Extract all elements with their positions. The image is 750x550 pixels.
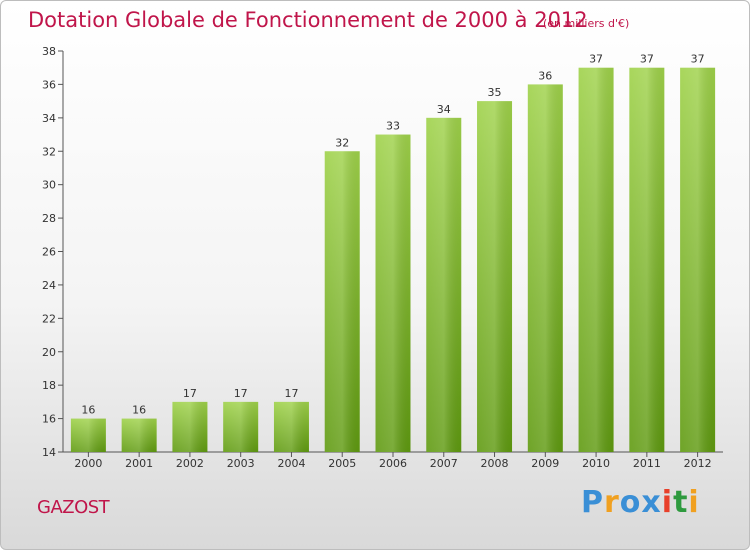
y-tick-label: 30	[42, 179, 56, 192]
bar-value-label: 17	[234, 387, 248, 400]
logo-letter: t	[673, 485, 689, 520]
y-tick-label: 36	[42, 78, 56, 91]
bar-shine	[375, 134, 411, 452]
bar-value-label: 16	[81, 404, 95, 417]
y-tick-label: 32	[42, 145, 56, 158]
chart-subtitle: (en milliers d'€)	[543, 17, 630, 30]
y-tick-label: 28	[42, 212, 56, 225]
bar-value-label: 36	[538, 69, 552, 82]
y-tick-label: 24	[42, 279, 56, 292]
bar-shine	[527, 84, 563, 453]
chart-title: Dotation Globale de Fonctionnement de 20…	[28, 8, 588, 32]
bar-shine	[477, 101, 513, 452]
bar-value-label: 33	[386, 120, 400, 133]
bar-value-label: 37	[640, 53, 654, 66]
bar-shine	[324, 151, 360, 452]
bar-shine	[121, 418, 157, 452]
bars-layer: 16 16 17 17 17 32 33 34 35 36 37 37 37	[70, 53, 716, 453]
bar-shine	[70, 418, 106, 452]
commune-name: GAZOST	[37, 497, 110, 518]
logo-letter: i	[661, 485, 674, 520]
bar-value-label: 37	[589, 53, 603, 66]
y-tick-label: 14	[42, 446, 56, 459]
logo-letter: o	[619, 485, 642, 520]
axis-layer: 14 16 18 20 22 24 26 28 30 32 34 36 38 2000 2001 2002 20…	[42, 45, 723, 470]
x-tick-label: 2008	[481, 457, 509, 470]
bar-value-label: 37	[691, 53, 705, 66]
logo-letter: P	[581, 485, 604, 520]
x-tick-label: 2009	[531, 457, 559, 470]
bar-value-label: 17	[183, 387, 197, 400]
y-tick-label: 22	[42, 312, 56, 325]
y-tick-label: 26	[42, 246, 56, 259]
x-tick-label: 2000	[74, 457, 102, 470]
bar-value-label: 32	[335, 136, 349, 149]
x-tick-label: 2007	[430, 457, 458, 470]
x-tick-label: 2004	[277, 457, 305, 470]
bar-value-label: 34	[437, 103, 451, 116]
logo-letter: r	[604, 485, 620, 520]
y-tick-label: 18	[42, 379, 56, 392]
bar-shine	[273, 401, 309, 452]
bar-shine	[629, 67, 665, 452]
proxiti-logo: Proxiti	[581, 485, 700, 520]
bar-value-label: 35	[488, 86, 502, 99]
x-tick-label: 2010	[582, 457, 610, 470]
bar-value-label: 17	[284, 387, 298, 400]
x-tick-label: 2005	[328, 457, 356, 470]
y-tick-label: 16	[42, 413, 56, 426]
x-tick-label: 2006	[379, 457, 407, 470]
y-tick-label: 20	[42, 346, 56, 359]
logo-letter: i	[688, 485, 700, 520]
x-tick-label: 2002	[176, 457, 204, 470]
bar-value-label: 16	[132, 404, 146, 417]
x-tick-label: 2003	[227, 457, 255, 470]
x-tick-label: 2011	[633, 457, 661, 470]
bar-shine	[426, 117, 462, 452]
bar-shine	[223, 401, 259, 452]
logo-letter: x	[641, 485, 662, 520]
bar-shine	[680, 67, 716, 452]
bar-shine	[578, 67, 614, 452]
bar-shine	[172, 401, 208, 452]
y-tick-label: 38	[42, 45, 56, 58]
y-tick-label: 34	[42, 112, 56, 125]
x-tick-label: 2012	[684, 457, 712, 470]
x-tick-label: 2001	[125, 457, 153, 470]
